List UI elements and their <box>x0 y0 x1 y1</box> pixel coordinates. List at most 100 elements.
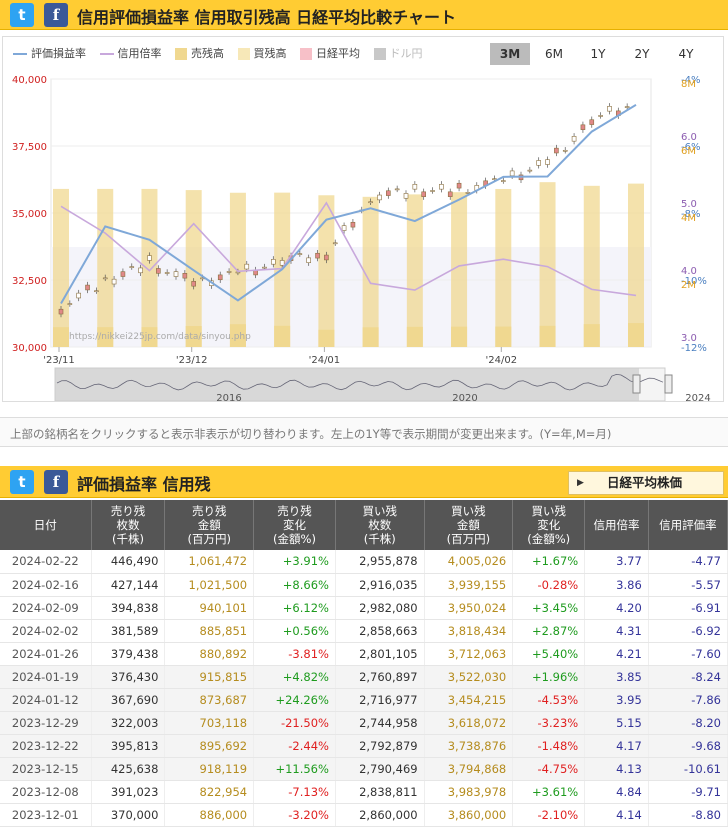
table-cell: 703,118 <box>164 711 255 735</box>
column-header: 信用評価率 <box>648 500 728 550</box>
legend-item-eval[interactable]: 評価損益率 <box>13 45 86 61</box>
nikkei-candle <box>492 178 497 180</box>
table-cell: 5.15 <box>584 711 649 735</box>
table-cell: 2024-01-26 <box>0 642 92 666</box>
table-cell: +6.12% <box>253 596 336 620</box>
table-row: 2023-12-01 370,000 886,000 -3.20% 2,860,000 3… <box>0 803 728 827</box>
left-axis-tick: 37,500 <box>12 142 47 153</box>
table-cell: 2,838,811 <box>335 780 425 804</box>
nikkei-candle <box>341 225 347 231</box>
navigator-year-label: 2024 <box>685 393 710 401</box>
eval-axis-tick: -12% <box>681 343 707 354</box>
nikkei-candle <box>580 124 586 130</box>
buy-volume-bar <box>53 188 69 347</box>
table-cell: +2.87% <box>512 619 586 643</box>
table-cell: 367,690 <box>91 688 166 712</box>
facebook-icon[interactable]: f <box>44 3 68 27</box>
table-cell: +8.66% <box>253 573 336 597</box>
nikkei-candle <box>624 106 630 108</box>
nikkei-candle <box>412 184 418 190</box>
nikkei-candle <box>156 268 161 274</box>
sell-volume-bar <box>318 329 335 347</box>
table-cell: -9.68 <box>648 734 728 758</box>
nikkei-candle <box>350 221 356 228</box>
table-cell: 2023-12-22 <box>0 734 92 758</box>
credit-table: 日付 売り残 枚数 (千株) 売り残 金額 (百万円) 売り残 変化 (金額%) 買い残 枚数 (千株)… <box>0 500 728 827</box>
nikkei-candle <box>76 292 81 299</box>
twitter-icon[interactable]: t <box>10 470 34 494</box>
range-button-1y[interactable]: 1Y <box>590 47 606 61</box>
buy-volume-bar <box>583 185 600 347</box>
buy-volume-bar <box>97 188 114 347</box>
nikkei-average-button[interactable]: ▶ 日経平均株価 <box>568 471 724 495</box>
legend-item-sell[interactable]: 売残高 <box>175 45 224 61</box>
left-axis-tick: 32,500 <box>12 276 47 287</box>
sell-volume-bar <box>583 324 600 347</box>
table-cell: 4.14 <box>584 803 649 827</box>
table-cell: -1.48% <box>512 734 586 758</box>
nikkei-candle <box>271 259 276 265</box>
table-cell: 381,589 <box>91 619 166 643</box>
eval-axis-tick: -4% <box>681 75 700 86</box>
table-cell: 873,687 <box>164 688 255 712</box>
facebook-icon[interactable]: f <box>44 470 68 494</box>
table-cell: 918,119 <box>164 757 255 781</box>
nikkei-candle <box>173 271 179 277</box>
nikkei-candle <box>102 277 108 280</box>
nikkei-candle <box>421 191 426 197</box>
column-header: 信用倍率 <box>584 500 649 550</box>
ratio-axis-tick: 6.0 <box>681 132 697 143</box>
table-cell: 3.86 <box>584 573 649 597</box>
table-cell: 4,005,026 <box>424 550 514 574</box>
nikkei-candle <box>439 184 444 190</box>
table-body: 2024-02-22 446,490 1,061,472 +3.91% 2,955,87… <box>0 550 728 827</box>
table-row: 2024-01-12 367,690 873,687 +24.26% 2,716,977… <box>0 688 728 712</box>
table-cell: +1.67% <box>512 550 586 574</box>
twitter-icon[interactable]: t <box>10 3 34 27</box>
table-cell: 1,061,472 <box>164 550 255 574</box>
buy-volume-bar <box>451 192 468 347</box>
legend-item-buy[interactable]: 買残高 <box>237 45 287 61</box>
x-tick-label: '24/02 <box>486 355 518 366</box>
range-button-2y[interactable]: 2Y <box>634 47 650 61</box>
table-cell: 394,838 <box>91 596 166 620</box>
legend-item-nikkei[interactable]: 日経平均 <box>300 45 360 61</box>
nikkei-candle <box>501 180 506 182</box>
nikkei-candle <box>182 273 188 279</box>
navigator-selection <box>55 368 639 401</box>
buy-volume-bar <box>141 188 158 347</box>
table-cell: 3,818,434 <box>424 619 514 643</box>
table-cell: 1,021,500 <box>164 573 255 597</box>
range-button-4y[interactable]: 4Y <box>678 47 694 61</box>
table-cell: 4.84 <box>584 780 649 804</box>
table-row: 2024-02-09 394,838 940,101 +6.12% 2,982,080 3… <box>0 596 728 620</box>
left-axis-tick: 35,000 <box>12 209 47 220</box>
nikkei-candle <box>589 119 595 125</box>
nikkei-candle <box>129 266 135 268</box>
eval-axis-tick: -8% <box>681 209 700 220</box>
table-cell: 370,000 <box>91 803 166 827</box>
table-cell: -21.50% <box>253 711 336 735</box>
nikkei-candle <box>527 169 533 172</box>
sell-volume-bar <box>185 326 202 347</box>
table-cell: 2024-01-12 <box>0 688 92 712</box>
range-button-6m[interactable]: 6M <box>545 47 563 61</box>
buy-volume-bar <box>185 190 202 347</box>
table-cell: 2023-12-15 <box>0 757 92 781</box>
legend-item-usd[interactable]: ドル円 <box>373 45 423 61</box>
table-cell: +11.56% <box>253 757 336 781</box>
table-cell: 379,438 <box>91 642 166 666</box>
table-cell: 2,792,879 <box>335 734 425 758</box>
range-button-3m[interactable]: 3M <box>490 43 530 65</box>
nikkei-candle <box>94 290 99 293</box>
navigator-year-label: 2016 <box>216 393 241 401</box>
nikkei-candle <box>217 274 223 281</box>
nikkei-candle <box>554 147 559 154</box>
column-header: 日付 <box>0 500 92 550</box>
table-cell: -4.53% <box>512 688 586 712</box>
legend-item-ratio[interactable]: 信用倍率 <box>99 45 162 61</box>
buy-volume-bar <box>318 195 335 347</box>
nikkei-candle <box>598 115 603 117</box>
play-icon: ▶ <box>577 478 584 488</box>
table-cell: -3.81% <box>253 642 336 666</box>
